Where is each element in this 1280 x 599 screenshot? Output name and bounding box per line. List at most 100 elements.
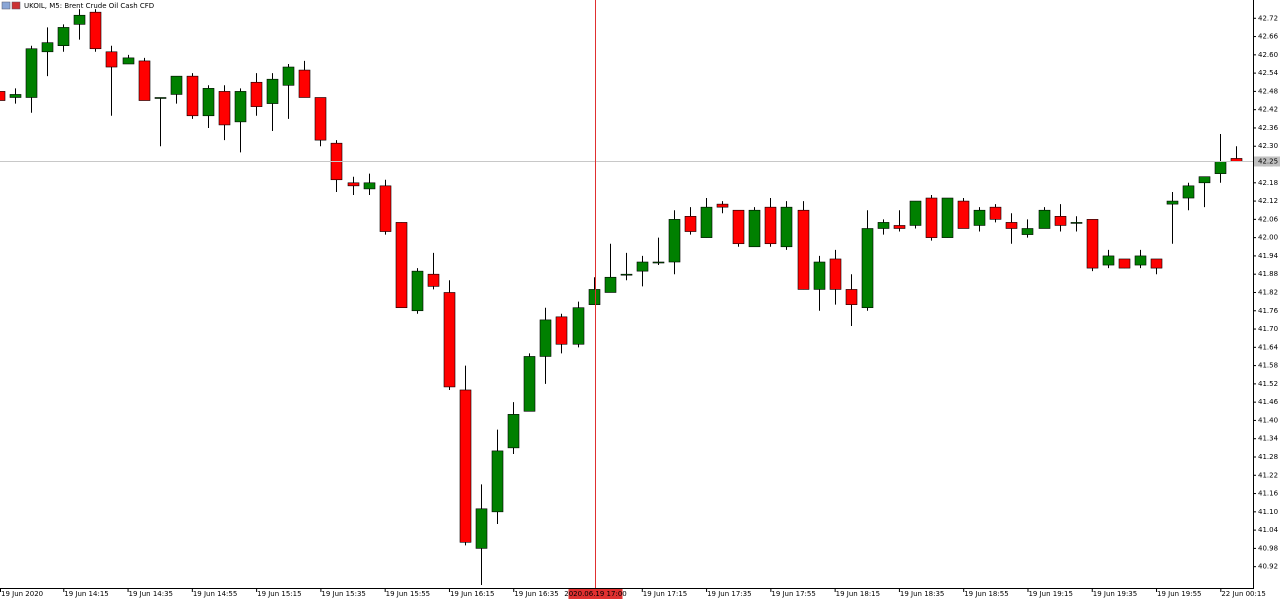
y-tick-label: 41.28 bbox=[1258, 453, 1278, 461]
y-tick-label: 42.60 bbox=[1258, 51, 1278, 59]
candle-body bbox=[572, 307, 585, 345]
candle-body bbox=[539, 319, 552, 357]
candle-body bbox=[282, 66, 295, 86]
x-tick-label: 19 Jun 18:15 bbox=[836, 590, 880, 598]
y-tick-label: 41.70 bbox=[1258, 325, 1278, 333]
candle-body bbox=[1214, 161, 1227, 174]
chart-title: UKOIL, M5: Brent Crude Oil Cash CFD bbox=[24, 2, 154, 10]
symbol-icon bbox=[1, 1, 11, 10]
candle-body bbox=[73, 14, 86, 25]
x-tick-label: 19 Jun 15:15 bbox=[257, 590, 301, 598]
candle-body bbox=[925, 197, 938, 238]
candle-body bbox=[250, 81, 263, 107]
candle-body bbox=[395, 222, 408, 309]
candle-body bbox=[668, 219, 681, 263]
candle-body bbox=[234, 91, 247, 123]
y-tick-label: 42.54 bbox=[1258, 69, 1279, 77]
candle-body bbox=[764, 206, 777, 245]
y-tick-label: 41.58 bbox=[1258, 362, 1278, 370]
y-tick-label: 41.82 bbox=[1258, 288, 1278, 296]
y-tick-label: 41.46 bbox=[1258, 398, 1279, 406]
candle-body bbox=[1086, 219, 1099, 269]
candle-body bbox=[363, 182, 376, 190]
y-tick-label: 42.30 bbox=[1258, 142, 1278, 150]
candle-body bbox=[411, 270, 424, 312]
candle-body bbox=[588, 289, 601, 305]
candle-body bbox=[1118, 258, 1131, 269]
x-tick-label: 19 Jun 16:35 bbox=[514, 590, 558, 598]
candle-body bbox=[780, 206, 793, 248]
y-tick-label: 41.94 bbox=[1258, 252, 1279, 260]
candle-body bbox=[1182, 185, 1195, 199]
candle-body bbox=[41, 42, 54, 53]
candle-body bbox=[154, 97, 167, 99]
candle-body bbox=[1054, 216, 1067, 226]
candle-body bbox=[186, 75, 199, 117]
candle-body bbox=[523, 356, 536, 412]
candle-body bbox=[845, 289, 858, 305]
x-tick-label: 19 Jun 18:55 bbox=[964, 590, 1008, 598]
candle-body bbox=[877, 222, 890, 229]
y-tick-label: 41.34 bbox=[1258, 435, 1279, 443]
candle-body bbox=[170, 75, 183, 95]
y-tick-label: 42.48 bbox=[1258, 87, 1278, 95]
x-tick-label: 19 Jun 18:35 bbox=[900, 590, 944, 598]
y-tick-label: 41.22 bbox=[1258, 471, 1278, 479]
candle-body bbox=[716, 203, 729, 208]
candle-body bbox=[122, 57, 135, 65]
candle-body bbox=[797, 209, 810, 290]
candle-body bbox=[347, 182, 360, 187]
candle-body bbox=[909, 200, 922, 226]
candle-body bbox=[861, 228, 874, 309]
candle-body bbox=[636, 261, 649, 272]
y-tick-label: 41.16 bbox=[1258, 490, 1279, 498]
candle-body bbox=[620, 273, 633, 276]
crosshair-box bbox=[568, 589, 623, 599]
candle-body bbox=[1038, 209, 1051, 229]
y-tick-label: 41.40 bbox=[1258, 416, 1278, 424]
x-tick-label: 19 Jun 14:35 bbox=[129, 590, 173, 598]
candle-body bbox=[459, 389, 472, 543]
candle-body bbox=[57, 27, 70, 46]
candle-body bbox=[89, 11, 102, 50]
candle-body bbox=[202, 88, 215, 117]
candle-body bbox=[0, 91, 6, 101]
candle-body bbox=[314, 97, 327, 141]
flag-icon bbox=[11, 1, 21, 10]
candle-body bbox=[1005, 222, 1018, 229]
candle-body bbox=[507, 414, 520, 449]
candle-body bbox=[555, 316, 568, 345]
candle-body bbox=[379, 185, 392, 232]
candle-body bbox=[1166, 200, 1179, 205]
x-tick-label: 19 Jun 19:15 bbox=[1028, 590, 1072, 598]
y-tick-label: 42.18 bbox=[1258, 179, 1278, 187]
x-tick-label: 19 Jun 14:55 bbox=[193, 590, 237, 598]
y-tick-label: 41.76 bbox=[1258, 307, 1279, 315]
x-tick-label: 19 Jun 17:15 bbox=[643, 590, 687, 598]
y-tick-label: 42.36 bbox=[1258, 124, 1279, 132]
y-tick-label: 40.92 bbox=[1258, 563, 1278, 571]
candle-body bbox=[475, 508, 488, 549]
candle-body bbox=[1134, 255, 1147, 266]
x-tick-label: 19 Jun 15:55 bbox=[386, 590, 430, 598]
candle-body bbox=[684, 216, 697, 232]
x-tick-label: 19 Jun 17:55 bbox=[771, 590, 815, 598]
candle-body bbox=[1102, 255, 1115, 266]
candle-body bbox=[652, 261, 665, 264]
candle-body bbox=[1150, 258, 1163, 269]
candle-body bbox=[105, 51, 118, 68]
x-tick-label: 19 Jun 2020 bbox=[1, 590, 43, 598]
candle-body bbox=[25, 48, 38, 98]
crosshair-label: 2020.06.19 17:00 bbox=[564, 590, 626, 598]
current-price-label: 42.25 bbox=[1258, 157, 1278, 165]
y-tick-label: 41.52 bbox=[1258, 380, 1278, 388]
y-tick-label: 42.00 bbox=[1258, 234, 1278, 242]
current-price-box bbox=[1254, 156, 1280, 167]
candle-body bbox=[957, 200, 970, 229]
y-tick-label: 42.66 bbox=[1258, 33, 1279, 41]
candle-body bbox=[829, 258, 842, 290]
candle-body bbox=[813, 261, 826, 290]
candle-body bbox=[989, 206, 1002, 220]
